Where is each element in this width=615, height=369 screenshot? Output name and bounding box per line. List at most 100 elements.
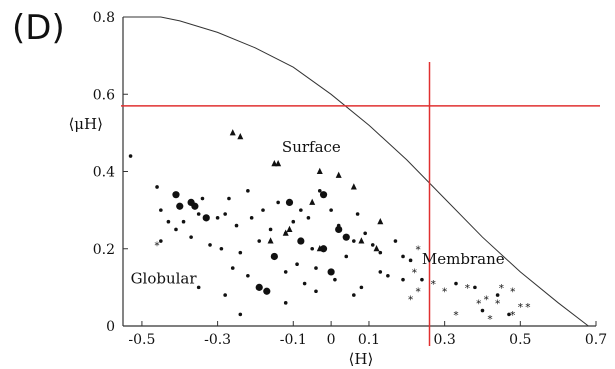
- data-point-small-circle: [420, 277, 424, 282]
- data-point-small-circle: [215, 216, 220, 220]
- x-tick-label: 0.5: [509, 332, 531, 348]
- data-point-star: *: [453, 310, 458, 321]
- x-tick-label: -0.3: [204, 332, 231, 348]
- data-point-large-circle: [270, 252, 278, 261]
- data-point-large-circle: [191, 202, 199, 210]
- data-point-small-circle: [507, 312, 511, 317]
- y-tick-label: 0.4: [93, 165, 115, 181]
- data-point-small-circle: [401, 254, 405, 259]
- data-point-triangle: [286, 225, 293, 232]
- data-point-star: *: [416, 245, 421, 256]
- y-tick-label: 0.8: [93, 10, 115, 26]
- x-tick-label: 0.3: [434, 332, 456, 348]
- data-point-triangle: [275, 160, 282, 167]
- data-point-small-circle: [208, 243, 212, 247]
- data-point-star: *: [412, 268, 417, 279]
- data-point-large-circle: [342, 233, 350, 241]
- data-point-large-circle: [176, 202, 184, 210]
- data-point-star: *: [155, 241, 160, 252]
- data-point-small-circle: [230, 266, 235, 270]
- data-point-triangle: [309, 198, 316, 205]
- data-point-large-circle: [335, 225, 343, 234]
- annotation-surface: Surface: [282, 138, 341, 156]
- data-point-small-circle: [257, 239, 262, 243]
- y-tick-label: 0.6: [93, 87, 115, 103]
- x-tick-label: 0.1: [358, 332, 380, 348]
- x-tick-label: -0.1: [280, 332, 307, 348]
- y-tick-label: 0: [106, 319, 115, 335]
- data-point-small-circle: [495, 293, 500, 297]
- data-points-layer: ***** ** ***********: [128, 129, 530, 325]
- data-point-triangle: [335, 171, 342, 178]
- data-point-star: *: [442, 287, 447, 298]
- data-point-small-circle: [128, 154, 133, 158]
- data-point-triangle: [229, 129, 236, 136]
- data-point-small-circle: [355, 212, 360, 216]
- data-point-small-circle: [196, 212, 201, 216]
- data-point-star: *: [518, 303, 523, 314]
- data-point-small-circle: [370, 243, 375, 247]
- ticks-layer: -0.5 -0.3 -0.1 0 0.1 0.3 0.5 0.7 0 0.2 0.4 0.6 0.8 ⟨H…: [68, 10, 607, 368]
- data-point-large-circle: [202, 214, 210, 222]
- data-point-small-circle: [238, 250, 243, 255]
- data-point-small-circle: [299, 208, 303, 212]
- data-point-small-circle: [283, 301, 288, 305]
- data-point-small-circle: [223, 212, 227, 216]
- data-point-small-circle: [408, 258, 413, 263]
- data-point-star: *: [495, 299, 500, 310]
- data-point-triangle: [237, 132, 244, 140]
- data-point-small-circle: [378, 270, 383, 274]
- data-point-star: *: [488, 314, 493, 325]
- data-point-small-circle: [249, 216, 254, 220]
- data-point-small-circle: [268, 227, 273, 232]
- data-point-small-circle: [359, 285, 364, 290]
- data-point-large-circle: [172, 191, 180, 199]
- data-point-small-circle: [276, 200, 280, 205]
- data-point-small-circle: [473, 285, 477, 290]
- data-point-triangle: [271, 160, 278, 167]
- reference-lines-layer: [121, 62, 600, 346]
- data-point-triangle: [316, 245, 323, 252]
- data-point-triangle: [282, 229, 289, 236]
- y-axis-title: ⟨μH⟩: [68, 115, 103, 133]
- data-point-small-circle: [329, 208, 333, 212]
- data-point-triangle: [350, 183, 357, 190]
- data-point-small-circle: [306, 216, 311, 220]
- panel-label: (D): [12, 8, 65, 48]
- data-point-star: *: [510, 310, 515, 321]
- annotation-globular: Globular: [131, 270, 198, 288]
- data-point-triangle: [358, 237, 365, 244]
- data-point-star: *: [431, 280, 436, 291]
- data-point-small-circle: [223, 293, 227, 297]
- data-point-small-circle: [386, 273, 390, 278]
- boundary-curve-layer: [123, 16, 589, 327]
- data-point-small-circle: [302, 281, 307, 286]
- data-point-small-circle: [219, 246, 224, 251]
- data-point-small-circle: [401, 277, 405, 282]
- data-point-large-circle: [285, 198, 294, 206]
- data-point-small-circle: [333, 277, 337, 282]
- data-point-small-circle: [159, 239, 163, 243]
- data-point-small-circle: [261, 208, 265, 212]
- data-point-star: *: [484, 295, 489, 306]
- data-point-small-circle: [155, 185, 159, 189]
- boundary-curve: [123, 16, 589, 327]
- data-point-small-circle: [227, 196, 231, 201]
- data-point-star: *: [465, 283, 470, 294]
- data-point-star: *: [416, 287, 421, 298]
- data-point-small-circle: [246, 189, 250, 193]
- data-point-star: *: [510, 287, 515, 298]
- x-axis-title: ⟨H⟩: [349, 350, 374, 368]
- data-point-triangle: [267, 237, 274, 244]
- data-point-small-circle: [291, 219, 296, 224]
- annotation-membrane: Membrane: [422, 250, 505, 268]
- data-point-star: *: [408, 295, 413, 306]
- x-tick-label: -0.5: [128, 332, 155, 348]
- data-point-small-circle: [454, 281, 458, 286]
- data-point-large-circle: [319, 191, 328, 199]
- data-point-small-circle: [352, 239, 356, 243]
- data-point-small-circle: [234, 223, 239, 228]
- data-point-small-circle: [363, 231, 367, 236]
- data-point-large-circle: [263, 287, 271, 295]
